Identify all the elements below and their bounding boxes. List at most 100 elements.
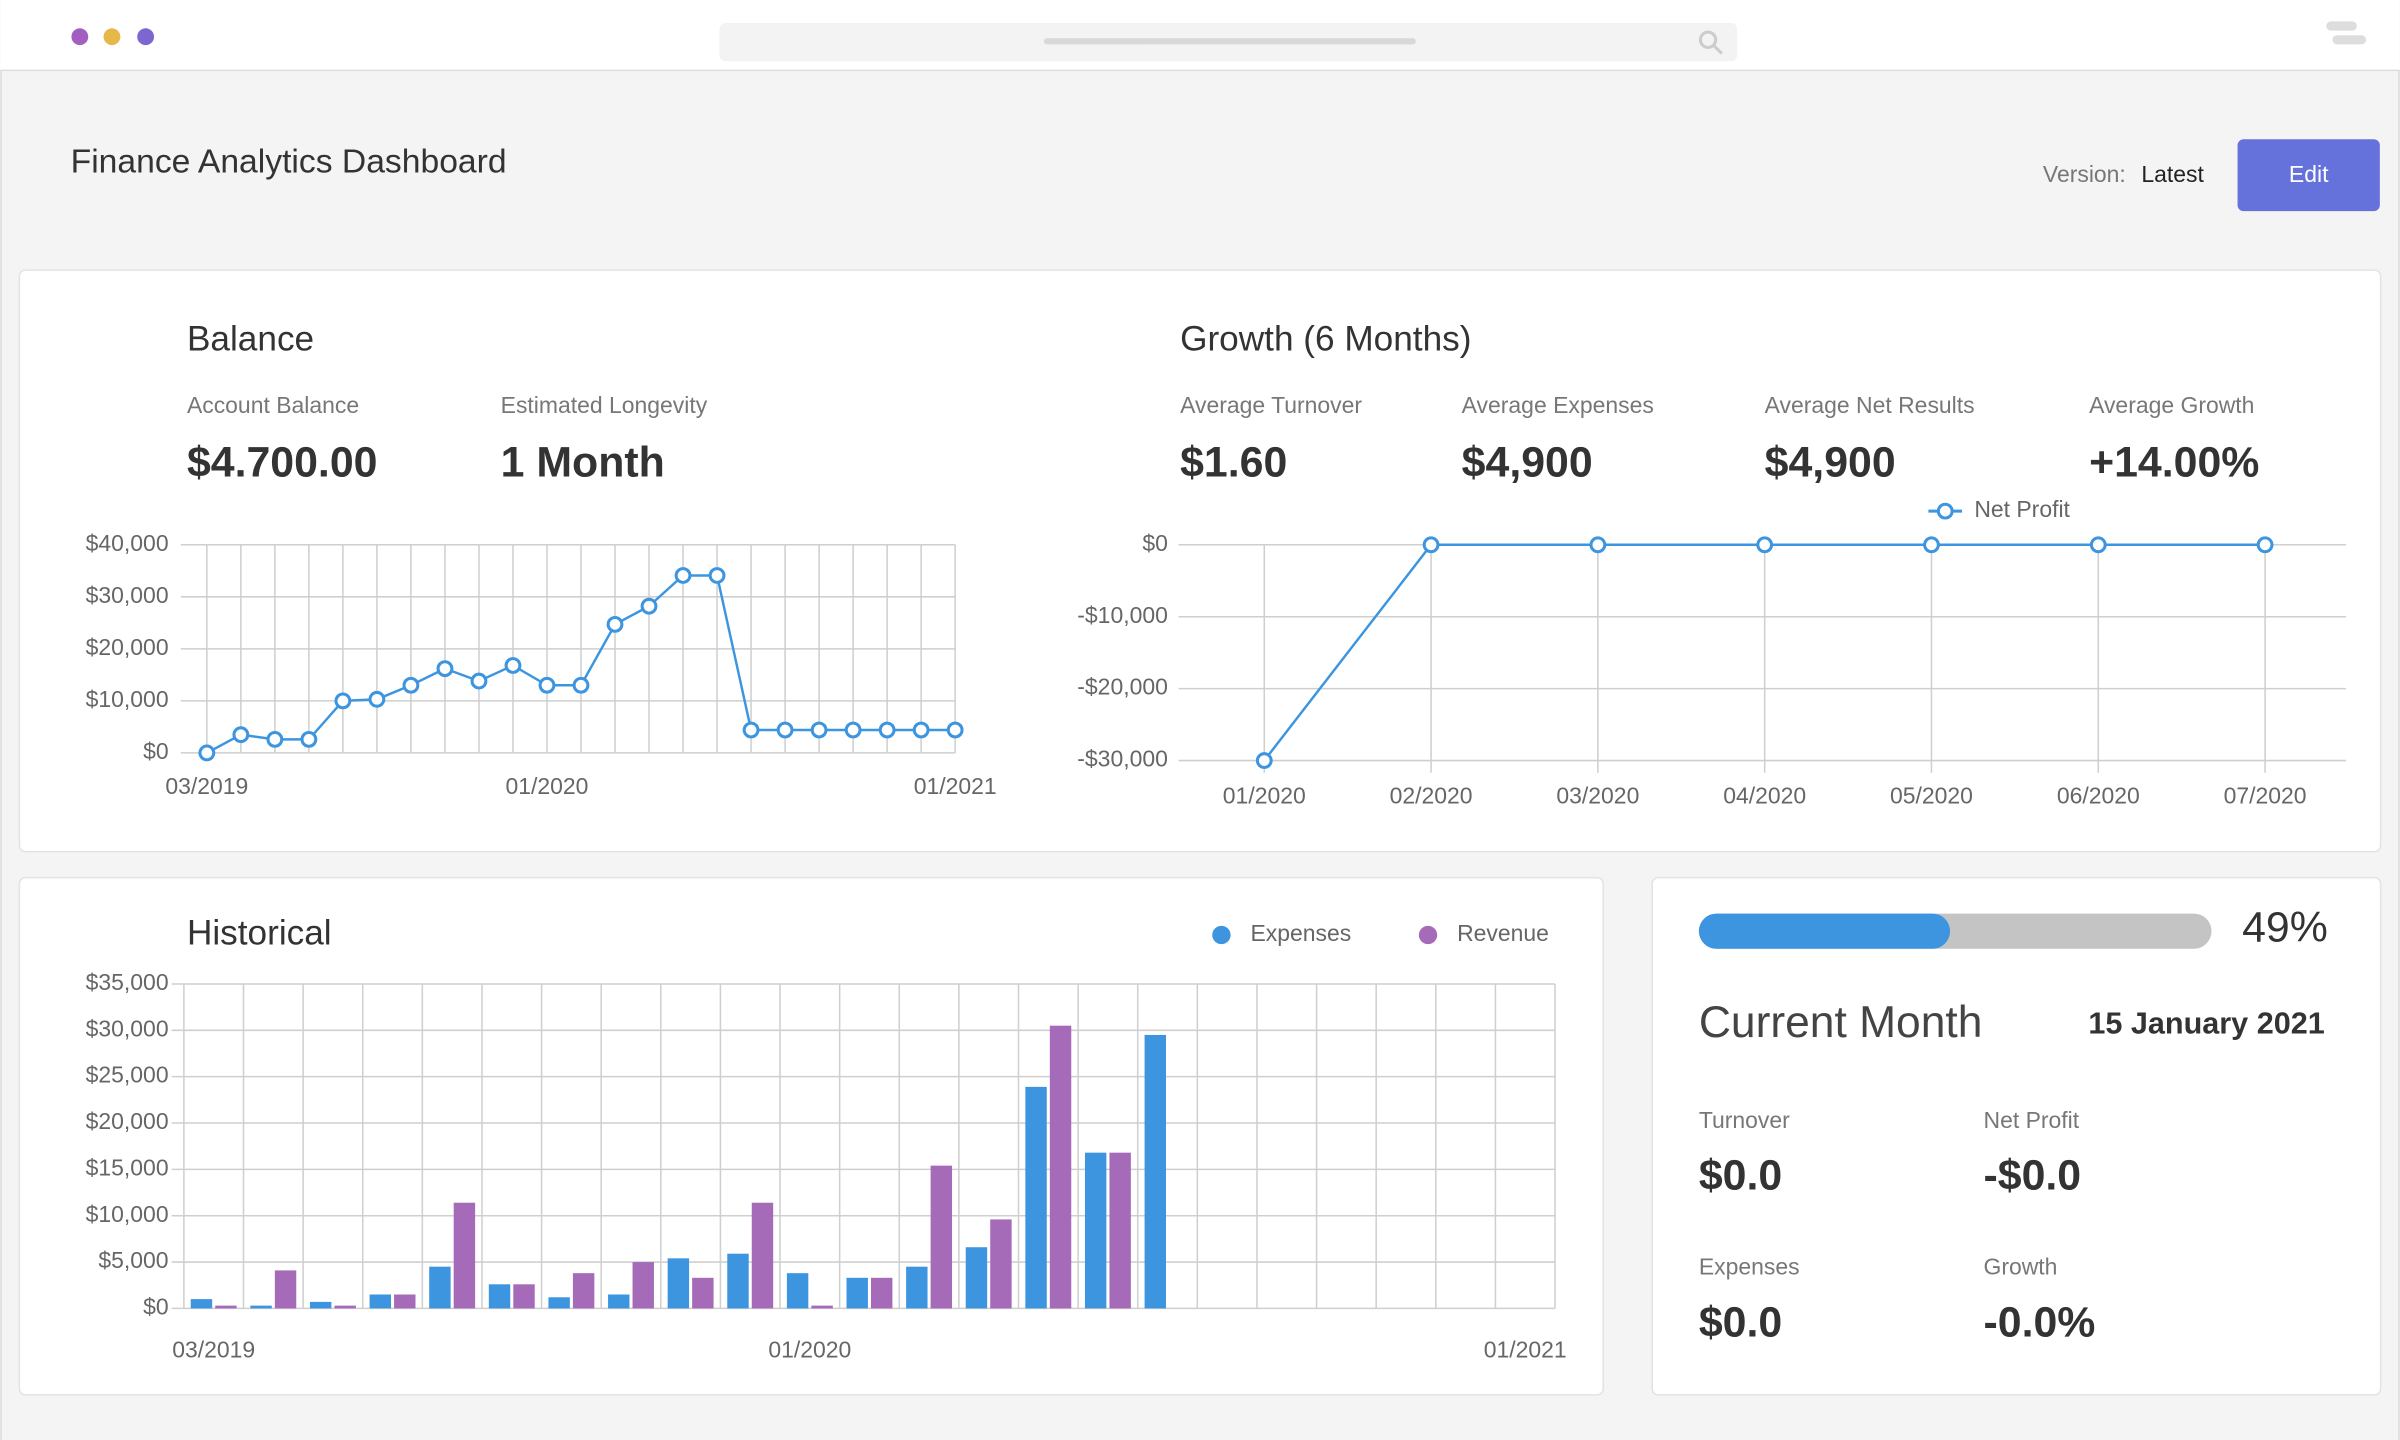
x-tick-label: 01/2021	[1484, 1336, 1567, 1362]
y-tick-label: $0	[143, 738, 169, 764]
bar	[1049, 1025, 1072, 1309]
x-tick-label: 07/2020	[2224, 782, 2307, 808]
data-point	[402, 676, 420, 694]
bar	[1109, 1152, 1131, 1309]
y-tick-label: -$10,000	[1077, 602, 1168, 628]
bar	[870, 1277, 893, 1309]
bar	[369, 1294, 392, 1309]
search-icon[interactable]	[1698, 30, 1718, 49]
bar	[572, 1273, 595, 1309]
window-dot[interactable]	[103, 28, 121, 46]
bar	[1084, 1152, 1107, 1309]
y-tick-label: $30,000	[86, 582, 169, 608]
bar	[513, 1284, 535, 1309]
bar	[274, 1270, 297, 1309]
menu-icon[interactable]	[2326, 21, 2357, 31]
data-point	[436, 660, 454, 678]
edit-button[interactable]	[2237, 139, 2380, 212]
data-point	[946, 721, 964, 739]
stat-label: Net Profit	[1984, 1107, 2080, 1133]
bar	[1025, 1086, 1047, 1309]
stat-label: Average Net Results	[1765, 392, 1975, 418]
data-point	[810, 721, 828, 739]
bar	[632, 1262, 654, 1309]
panel-title: Growth (6 Months)	[1180, 320, 1471, 359]
stat-value: $0.0	[1699, 1299, 1782, 1347]
y-tick-label: $30,000	[86, 1015, 169, 1041]
bar	[429, 1266, 451, 1309]
data-point	[538, 676, 556, 694]
data-point	[844, 721, 862, 739]
bar	[334, 1305, 356, 1309]
window-dot[interactable]	[71, 28, 89, 46]
card	[1651, 876, 2382, 1396]
bar	[786, 1273, 809, 1309]
data-point	[300, 730, 318, 748]
bar	[846, 1277, 868, 1309]
x-tick-label: 01/2021	[914, 773, 997, 799]
card	[18, 269, 2382, 853]
y-tick-label: $0	[1142, 530, 1168, 556]
legend-swatch	[1418, 925, 1438, 945]
bar	[667, 1258, 690, 1309]
stat-value: $4.700.00	[187, 439, 378, 487]
stat-label: Account Balance	[187, 392, 359, 418]
x-tick-label: 01/2020	[506, 773, 589, 799]
stat-value: -$0.0	[1984, 1152, 2082, 1200]
bar	[990, 1219, 1012, 1309]
data-point	[572, 676, 590, 694]
menu-icon	[2332, 35, 2367, 45]
data-point	[2089, 536, 2107, 554]
bar	[309, 1301, 332, 1309]
y-tick-label: $0	[143, 1293, 169, 1319]
stat-label: Estimated Longevity	[501, 392, 708, 418]
y-tick-label: $40,000	[86, 530, 169, 556]
bar	[488, 1284, 511, 1309]
data-point	[470, 672, 488, 690]
edit-button-label[interactable]: Edit	[2289, 161, 2329, 187]
stat-label: Average Expenses	[1462, 392, 1654, 418]
date: 15 January 2021	[2088, 1006, 2324, 1040]
legend-label: Net Profit	[1974, 496, 2070, 522]
bar	[906, 1266, 928, 1309]
x-tick-label: 01/2020	[1223, 782, 1306, 808]
stat-value: $4,900	[1765, 439, 1896, 487]
legend-label: Revenue	[1457, 920, 1549, 946]
legend-label: Expenses	[1250, 920, 1351, 946]
x-tick-label: 03/2019	[172, 1336, 255, 1362]
legend-swatch	[1212, 925, 1231, 945]
stat-value: $0.0	[1699, 1152, 1782, 1200]
x-tick-label: 04/2020	[1723, 782, 1806, 808]
stat-label: Average Turnover	[1180, 392, 1362, 418]
data-point	[504, 657, 522, 674]
data-point	[878, 721, 896, 739]
bar	[692, 1277, 714, 1309]
stat-value: 1 Month	[501, 439, 665, 487]
bar	[453, 1202, 476, 1309]
y-tick-label: -$30,000	[1077, 746, 1168, 772]
window-dot[interactable]	[137, 28, 155, 46]
version-value[interactable]: Latest	[2141, 161, 2204, 187]
bar	[190, 1299, 213, 1309]
y-tick-label: $15,000	[86, 1154, 169, 1180]
x-tick-label: 03/2020	[1556, 782, 1639, 808]
data-point	[776, 721, 794, 739]
panel-title: Balance	[187, 320, 314, 359]
y-tick-label: -$20,000	[1077, 674, 1168, 700]
data-point	[1756, 536, 1774, 554]
data-point	[368, 690, 386, 708]
bar	[548, 1297, 570, 1309]
panel-title: Current Month	[1699, 998, 1983, 1047]
stat-label: Average Growth	[2089, 392, 2254, 418]
data-point	[674, 567, 692, 584]
y-tick-label: $35,000	[86, 969, 169, 995]
y-tick-label: $10,000	[86, 1201, 169, 1227]
data-point	[640, 597, 658, 615]
data-point	[606, 615, 624, 633]
data-point	[266, 730, 284, 748]
y-tick-label: $20,000	[86, 1108, 169, 1134]
data-point	[1589, 536, 1607, 554]
bar	[1144, 1034, 1167, 1309]
y-tick-label: $5,000	[98, 1247, 168, 1273]
